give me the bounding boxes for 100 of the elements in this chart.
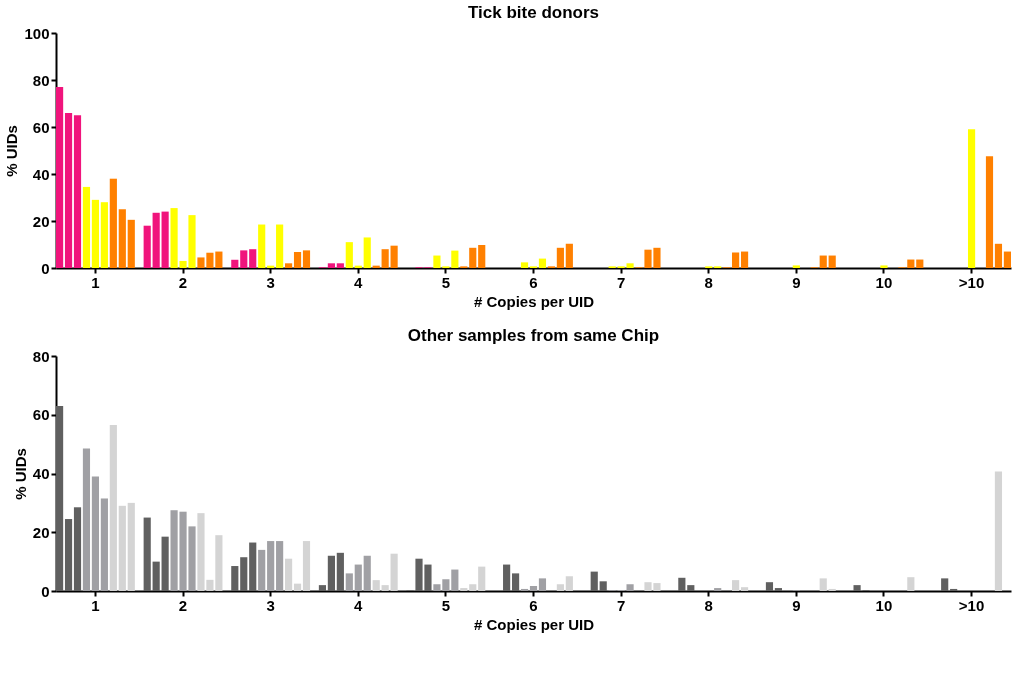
- x-tick-label: 5: [441, 596, 451, 614]
- bar: [354, 564, 362, 591]
- x-tick-label: 4: [354, 596, 364, 614]
- bar: [143, 225, 151, 268]
- x-tick-label: 1: [91, 273, 100, 291]
- bar: [152, 561, 160, 591]
- bar: [390, 245, 398, 268]
- x-tick-label: 8: [704, 273, 713, 291]
- bar: [258, 224, 266, 268]
- bar: [293, 252, 302, 268]
- y-tick-label: 100: [24, 24, 50, 42]
- bar: [118, 209, 126, 268]
- x-tick-label: 2: [178, 596, 188, 614]
- bar: [381, 585, 389, 591]
- bar: [678, 577, 686, 591]
- x-tick-label: 10: [875, 596, 893, 614]
- y-tick-label: 20: [32, 212, 50, 230]
- bar: [916, 259, 924, 268]
- y-tick-label: 80: [32, 347, 50, 365]
- bar: [687, 585, 695, 591]
- bar: [503, 564, 511, 591]
- bar: [740, 587, 749, 591]
- y-tick-label: 40: [32, 465, 50, 482]
- bar: [520, 262, 529, 268]
- bar: [565, 576, 573, 591]
- bar: [143, 517, 151, 591]
- x-axis-title: # Copies per UID: [473, 292, 595, 310]
- bar: [152, 212, 160, 268]
- bar: [127, 219, 135, 268]
- bar: [240, 557, 248, 591]
- bar: [792, 265, 800, 268]
- bar: [276, 224, 284, 268]
- bar: [327, 555, 335, 591]
- bar: [740, 251, 749, 268]
- bar: [941, 578, 949, 591]
- bar: [91, 199, 100, 268]
- bar: [565, 243, 573, 268]
- x-tick-label: 9: [792, 273, 801, 291]
- bar: [950, 588, 958, 591]
- bar: [284, 558, 293, 591]
- x-tick-label: 3: [266, 273, 275, 291]
- bar: [460, 588, 468, 591]
- bar: [907, 259, 915, 268]
- bar: [478, 244, 486, 268]
- bar: [249, 249, 257, 268]
- y-tick-label: 0: [41, 582, 50, 600]
- x-tick-label: 8: [704, 596, 713, 614]
- bar: [73, 115, 82, 268]
- bar: [318, 585, 327, 591]
- chart-title: Other samples from same Chip: [407, 326, 660, 345]
- bar: [231, 259, 239, 268]
- bar: [590, 571, 598, 591]
- bar: [765, 582, 774, 591]
- bar: [363, 555, 371, 591]
- bar: [327, 263, 335, 268]
- bar: [118, 505, 126, 591]
- bar: [599, 581, 607, 591]
- bar: [100, 498, 108, 591]
- bar: [390, 553, 398, 591]
- bar: [985, 156, 994, 268]
- bar: [478, 566, 486, 591]
- bar: [293, 583, 302, 591]
- bar: [82, 186, 91, 268]
- bar: [967, 129, 976, 268]
- bar: [819, 578, 827, 591]
- x-axis-title: # Copies per UID: [473, 615, 595, 633]
- bar: [73, 507, 82, 591]
- bar: [336, 263, 344, 268]
- bar: [469, 584, 477, 591]
- bar: [732, 252, 740, 268]
- bar: [828, 588, 836, 591]
- bar: [538, 258, 547, 268]
- x-tick-label: 5: [441, 273, 451, 291]
- bar: [64, 519, 73, 591]
- bar: [994, 243, 1003, 268]
- chart-title: Tick bite donors: [468, 3, 599, 22]
- y-axis-title: % UIDs: [11, 448, 29, 500]
- x-tick-label: 1: [91, 596, 100, 614]
- bar: [109, 425, 117, 591]
- bar: [828, 255, 836, 268]
- bar: [880, 265, 888, 268]
- bar: [64, 112, 73, 268]
- x-tick-label: 7: [616, 273, 626, 291]
- x-tick-label: 10: [875, 273, 893, 291]
- y-tick-label: 20: [32, 523, 50, 541]
- x-tick-label: 6: [529, 273, 538, 291]
- x-tick-label: 7: [616, 596, 626, 614]
- bar: [56, 405, 64, 591]
- bar: [538, 578, 547, 591]
- bar: [100, 202, 108, 268]
- x-tick-label: 3: [266, 596, 275, 614]
- bar: [451, 569, 459, 591]
- x-tick-label: 2: [178, 273, 188, 291]
- bar: [520, 588, 529, 591]
- x-tick-label: 4: [354, 273, 364, 291]
- x-tick-label: 6: [529, 596, 538, 614]
- y-tick-label: 0: [41, 259, 50, 277]
- bar: [161, 536, 169, 591]
- bar: [774, 588, 783, 591]
- y-tick-label: 60: [32, 406, 50, 424]
